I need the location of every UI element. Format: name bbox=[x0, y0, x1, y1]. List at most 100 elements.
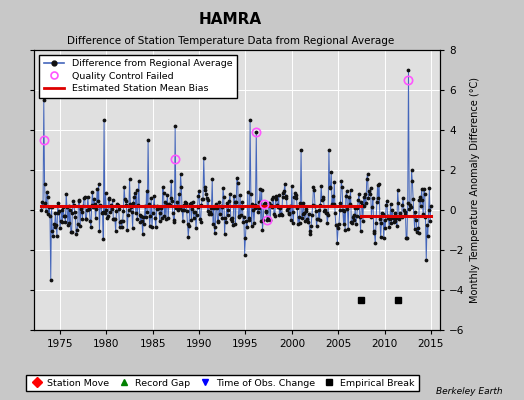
Point bbox=[296, 220, 304, 226]
Point bbox=[170, 218, 179, 225]
Point bbox=[134, 202, 142, 208]
Point bbox=[135, 178, 143, 184]
Point bbox=[371, 240, 379, 246]
Point bbox=[380, 217, 389, 224]
Point bbox=[155, 204, 163, 211]
Point bbox=[399, 195, 407, 201]
Point bbox=[224, 212, 232, 219]
Point bbox=[330, 179, 339, 185]
Point bbox=[47, 277, 55, 283]
Point bbox=[413, 229, 421, 236]
Point bbox=[298, 215, 306, 221]
Point bbox=[276, 205, 285, 211]
Point bbox=[388, 207, 397, 214]
Legend: Station Move, Record Gap, Time of Obs. Change, Empirical Break: Station Move, Record Gap, Time of Obs. C… bbox=[26, 375, 419, 391]
Point bbox=[40, 181, 49, 187]
Point bbox=[133, 216, 141, 222]
Point bbox=[343, 205, 352, 212]
Point bbox=[179, 202, 188, 209]
Point bbox=[296, 200, 304, 206]
Point bbox=[267, 202, 275, 208]
Point bbox=[398, 202, 407, 209]
Point bbox=[84, 194, 92, 200]
Point bbox=[100, 117, 108, 123]
Point bbox=[89, 204, 97, 210]
Point bbox=[191, 209, 200, 215]
Point bbox=[208, 205, 216, 211]
Point bbox=[307, 222, 315, 229]
Point bbox=[237, 205, 246, 211]
Point bbox=[57, 206, 66, 213]
Point bbox=[411, 209, 420, 215]
Point bbox=[173, 198, 182, 205]
Point bbox=[304, 210, 313, 217]
Point bbox=[187, 217, 195, 224]
Point bbox=[161, 198, 169, 205]
Point bbox=[241, 235, 249, 241]
Point bbox=[305, 227, 314, 234]
Point bbox=[169, 210, 177, 217]
Point bbox=[309, 184, 318, 190]
Point bbox=[352, 220, 360, 227]
Point bbox=[82, 216, 91, 222]
Point bbox=[194, 193, 202, 199]
Point bbox=[91, 215, 100, 222]
Point bbox=[192, 225, 200, 231]
Point bbox=[158, 214, 166, 221]
Point bbox=[257, 218, 265, 224]
Point bbox=[168, 198, 176, 204]
Point bbox=[110, 216, 118, 222]
Point bbox=[246, 117, 254, 123]
Point bbox=[362, 200, 370, 206]
Point bbox=[148, 210, 157, 216]
Point bbox=[146, 223, 154, 230]
Point bbox=[94, 198, 102, 204]
Point bbox=[202, 191, 210, 197]
Point bbox=[250, 220, 258, 226]
Point bbox=[252, 129, 260, 135]
Point bbox=[174, 207, 182, 213]
Point bbox=[140, 221, 148, 227]
Point bbox=[379, 235, 388, 242]
Point bbox=[99, 236, 107, 242]
Point bbox=[325, 184, 334, 191]
Point bbox=[405, 206, 413, 212]
Point bbox=[341, 227, 350, 234]
Point bbox=[196, 219, 205, 225]
Point bbox=[88, 188, 96, 195]
Point bbox=[69, 198, 78, 204]
Point bbox=[378, 210, 386, 216]
Point bbox=[281, 180, 289, 187]
Point bbox=[213, 205, 221, 211]
Point bbox=[312, 208, 320, 214]
Point bbox=[415, 196, 423, 203]
Point bbox=[363, 171, 372, 177]
Point bbox=[275, 192, 283, 198]
Point bbox=[220, 194, 228, 200]
Point bbox=[50, 224, 59, 230]
Point bbox=[154, 204, 162, 211]
Point bbox=[257, 186, 266, 193]
Point bbox=[303, 216, 311, 222]
Point bbox=[263, 217, 271, 223]
Point bbox=[402, 235, 410, 241]
Point bbox=[203, 195, 211, 202]
Point bbox=[61, 219, 70, 225]
Point bbox=[59, 204, 67, 210]
Point bbox=[372, 220, 380, 226]
Point bbox=[391, 218, 399, 225]
Point bbox=[151, 224, 160, 230]
Point bbox=[228, 218, 236, 224]
Point bbox=[44, 211, 52, 218]
Point bbox=[132, 210, 140, 216]
Point bbox=[308, 212, 316, 218]
Point bbox=[232, 199, 241, 206]
Point bbox=[258, 227, 267, 233]
Point bbox=[104, 194, 113, 201]
Point bbox=[127, 204, 135, 210]
Point bbox=[328, 201, 336, 207]
Point bbox=[291, 190, 299, 196]
Point bbox=[78, 215, 86, 222]
Point bbox=[418, 186, 426, 192]
Point bbox=[225, 198, 233, 204]
